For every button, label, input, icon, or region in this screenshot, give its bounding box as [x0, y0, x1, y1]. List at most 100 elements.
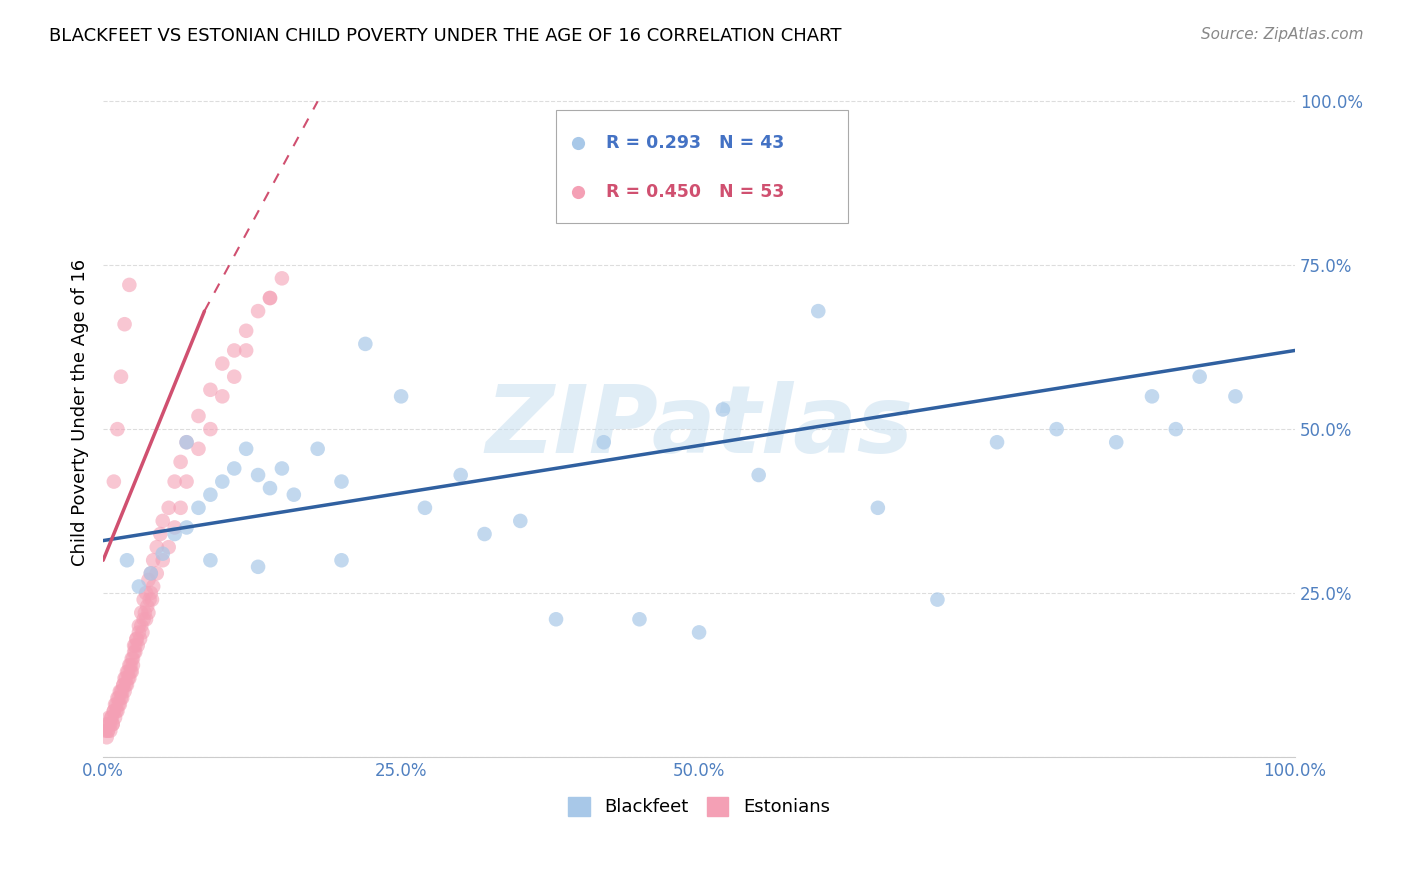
Point [283, 488, 305, 502]
Point [129, 606, 152, 620]
Point [112, 678, 135, 692]
Y-axis label: Child Poverty Under the Age of 16: Child Poverty Under the Age of 16 [72, 260, 89, 566]
Point [688, 625, 710, 640]
Legend: Blackfeet, Estonians: Blackfeet, Estonians [561, 789, 837, 823]
Point [115, 678, 138, 692]
Point [138, 573, 160, 587]
Point [152, 514, 174, 528]
Point [115, 665, 138, 679]
Point [169, 500, 191, 515]
Text: BLACKFEET VS ESTONIAN CHILD POVERTY UNDER THE AGE OF 16 CORRELATION CHART: BLACKFEET VS ESTONIAN CHILD POVERTY UNDE… [49, 27, 842, 45]
Point [128, 625, 150, 640]
Point [100, 711, 122, 725]
Point [149, 527, 172, 541]
Point [748, 468, 770, 483]
Point [1164, 422, 1187, 436]
Point [128, 579, 150, 593]
Point [307, 442, 329, 456]
Point [259, 481, 281, 495]
Point [509, 514, 531, 528]
Point [107, 690, 129, 705]
Point [122, 639, 145, 653]
Point [247, 304, 270, 318]
Point [157, 540, 180, 554]
Point [354, 337, 377, 351]
Point [122, 658, 145, 673]
Point [120, 658, 142, 673]
Point [224, 343, 246, 358]
Point [567, 212, 589, 227]
Point [114, 678, 136, 692]
Point [224, 461, 246, 475]
Point [176, 520, 198, 534]
Point [98, 717, 121, 731]
Point [187, 409, 209, 423]
Point [139, 566, 162, 581]
Point [98, 723, 121, 738]
Point [474, 527, 496, 541]
Point [110, 369, 132, 384]
Point [866, 500, 889, 515]
Point [271, 271, 294, 285]
Point [807, 304, 830, 318]
Point [163, 475, 186, 489]
Point [127, 639, 149, 653]
Point [121, 665, 143, 679]
Point [111, 690, 134, 705]
Point [138, 592, 160, 607]
Point [103, 475, 125, 489]
Point [176, 475, 198, 489]
Point [247, 559, 270, 574]
Point [104, 698, 127, 712]
Point [711, 402, 734, 417]
Point [200, 488, 222, 502]
Point [1046, 422, 1069, 436]
Text: ZIPatlas: ZIPatlas [485, 381, 912, 473]
Point [129, 619, 152, 633]
Point [567, 165, 589, 179]
Point [544, 612, 567, 626]
Point [97, 723, 120, 738]
Point [138, 606, 160, 620]
Point [176, 435, 198, 450]
Point [97, 723, 120, 738]
Point [259, 291, 281, 305]
Point [117, 665, 139, 679]
Point [986, 435, 1008, 450]
Point [96, 731, 118, 745]
Point [118, 671, 141, 685]
Point [122, 651, 145, 665]
Point [169, 455, 191, 469]
Point [112, 678, 135, 692]
Point [1140, 389, 1163, 403]
Point [125, 632, 148, 646]
Point [120, 665, 142, 679]
Point [1188, 369, 1211, 384]
Point [592, 435, 614, 450]
Point [104, 711, 127, 725]
Point [224, 369, 246, 384]
Point [94, 723, 117, 738]
Point [139, 586, 162, 600]
Point [128, 619, 150, 633]
Point [114, 684, 136, 698]
Point [124, 639, 146, 653]
Text: Source: ZipAtlas.com: Source: ZipAtlas.com [1201, 27, 1364, 42]
Point [413, 500, 436, 515]
Point [235, 343, 257, 358]
Point [450, 468, 472, 483]
Point [211, 475, 233, 489]
Point [142, 553, 165, 567]
Point [124, 645, 146, 659]
Point [157, 500, 180, 515]
Point [121, 651, 143, 665]
Point [136, 599, 159, 614]
Point [108, 698, 131, 712]
Point [330, 553, 353, 567]
Point [105, 704, 128, 718]
Point [118, 277, 141, 292]
Point [122, 645, 145, 659]
Point [247, 468, 270, 483]
Text: R = 0.293   N = 43: R = 0.293 N = 43 [606, 134, 785, 152]
Point [211, 389, 233, 403]
